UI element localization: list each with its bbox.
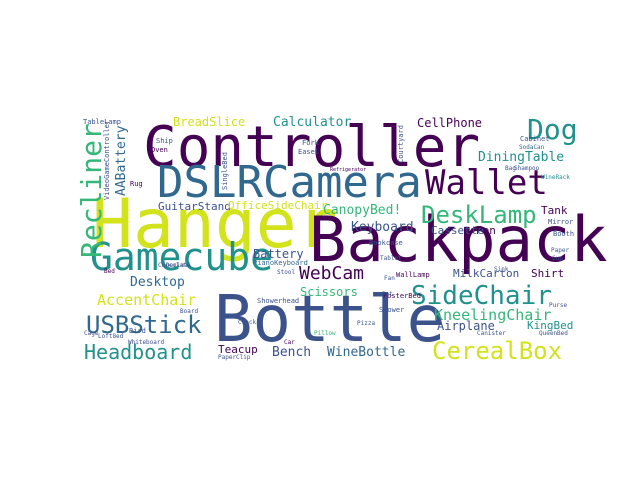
word-guitarstand: GuitarStand (158, 200, 231, 213)
word-mirror: Mirror (548, 218, 574, 226)
word-desklamp: DeskLamp (421, 201, 537, 229)
word-cabinet: Cabinet (520, 135, 550, 143)
word-officesidechair: OfficeSideChair (228, 199, 328, 212)
word-shirt: Shirt (531, 267, 565, 280)
word-dog: Dog (527, 113, 578, 146)
word-sodacan: SodaCan (519, 144, 545, 151)
word-pianokeyboard: PianoKeyboard (253, 259, 308, 267)
word-teacup: Teacup (218, 343, 258, 356)
word-tablelamp: TableLamp (83, 118, 121, 126)
word-webcam: WebCam (299, 263, 365, 284)
word-car: Car (284, 339, 295, 346)
word-sidechair: SideChair (411, 281, 552, 311)
word-bird: Bird (129, 327, 146, 335)
word-singlebed: SingleBed (221, 152, 229, 190)
word-easel: Easel (298, 148, 320, 156)
word-breadslice: BreadSlice (173, 115, 246, 129)
word-whiteboard: Whiteboard (128, 339, 165, 346)
word-stool: Stool (277, 269, 296, 276)
word-kneelingchair: KneelingChair (434, 306, 552, 324)
word-accentchair: AccentChair (97, 291, 197, 309)
word-bookcase: Bookcase (369, 239, 403, 247)
word-recliner: Recliner (75, 123, 108, 258)
word-desktop: Desktop (130, 275, 185, 290)
word-cerealbox: CerealBox (432, 337, 563, 365)
word-winebottle: WineBottle (327, 345, 406, 360)
word-cellphone: CellPhone (417, 116, 483, 130)
word-battery: Battery (253, 247, 304, 261)
word-tank: Tank (541, 204, 568, 217)
word-controller: Controller (143, 115, 481, 180)
word-milkcarton: MilkCarton (453, 267, 520, 280)
word-aabattery: AABattery (114, 125, 129, 196)
word-scissors: Scissors (300, 285, 358, 299)
word-booth: Booth (553, 230, 575, 238)
word-cup: Cup (552, 255, 563, 262)
word-pizza: Pizza (357, 320, 376, 327)
word-fork: Fork (302, 139, 319, 147)
word-ship: Ship (156, 137, 173, 145)
word-loft8ed: Loft8ed (98, 333, 124, 340)
word-decimal: Decimal (166, 262, 192, 269)
word-refrigerator: Refrigerator (330, 167, 367, 173)
word-fan: Fan (384, 275, 395, 282)
word-courtyard: Courtyard (397, 125, 405, 163)
word-bench: Bench (272, 345, 312, 360)
word-bed: Bed (104, 268, 115, 275)
word-chocolate: Chocolate (158, 262, 191, 269)
word-walllamp: WallLamp (396, 271, 430, 279)
word-diningtable: DiningTable (478, 150, 565, 165)
word-paper: Paper (551, 247, 570, 254)
word-pot: Pot (382, 291, 393, 298)
word-airplane: Airplane (437, 319, 495, 333)
word-clock: Clock (238, 319, 257, 326)
word-pen: Pen (476, 224, 496, 237)
word-pillow: Pillow (314, 330, 336, 337)
word-showerhead: Showerhead (257, 297, 300, 305)
word-calculator: Calculator (273, 115, 352, 130)
word-gamecube: Gamecube (90, 235, 274, 279)
word-backpack: Backpack (309, 203, 608, 276)
word-paperclip: PaperClip (218, 354, 251, 361)
word-rug: Rug (130, 180, 143, 188)
word-kingbed: KingBed (527, 319, 574, 332)
word-keyboard: Keyboard (351, 220, 414, 235)
word-cage: Cage (84, 330, 99, 337)
word-oven: Oven (151, 146, 168, 154)
word-videogamecontroller: VideoGameController (103, 119, 111, 200)
word-bottle: Bottle (214, 283, 446, 357)
word-wallet: Wallet (425, 163, 548, 203)
word-cassette: Cassette (431, 224, 484, 237)
word-board: Board (180, 308, 199, 315)
word-headboard: Headboard (84, 340, 193, 364)
word-purse: Purse (549, 302, 568, 309)
word-shower: Shower (379, 306, 405, 314)
word-dslrcamera: DSLRCamera (157, 157, 422, 208)
word-queenbed: QueenBed (539, 330, 568, 337)
word-winerack: WineRack (541, 174, 570, 181)
word-shampoo: Shampoo (514, 165, 540, 172)
word-posterbed: PosterBed (383, 292, 421, 300)
word-tablet: Tablet (380, 255, 402, 262)
word-usbstick: USBStick (86, 311, 202, 339)
word-sink: Sink (494, 266, 509, 273)
word-canister: Canister (477, 330, 506, 337)
word-bag: Bag (505, 165, 516, 172)
word-canopybed: CanopyBed! (323, 203, 402, 218)
word-hanger: Hanger (92, 185, 338, 264)
